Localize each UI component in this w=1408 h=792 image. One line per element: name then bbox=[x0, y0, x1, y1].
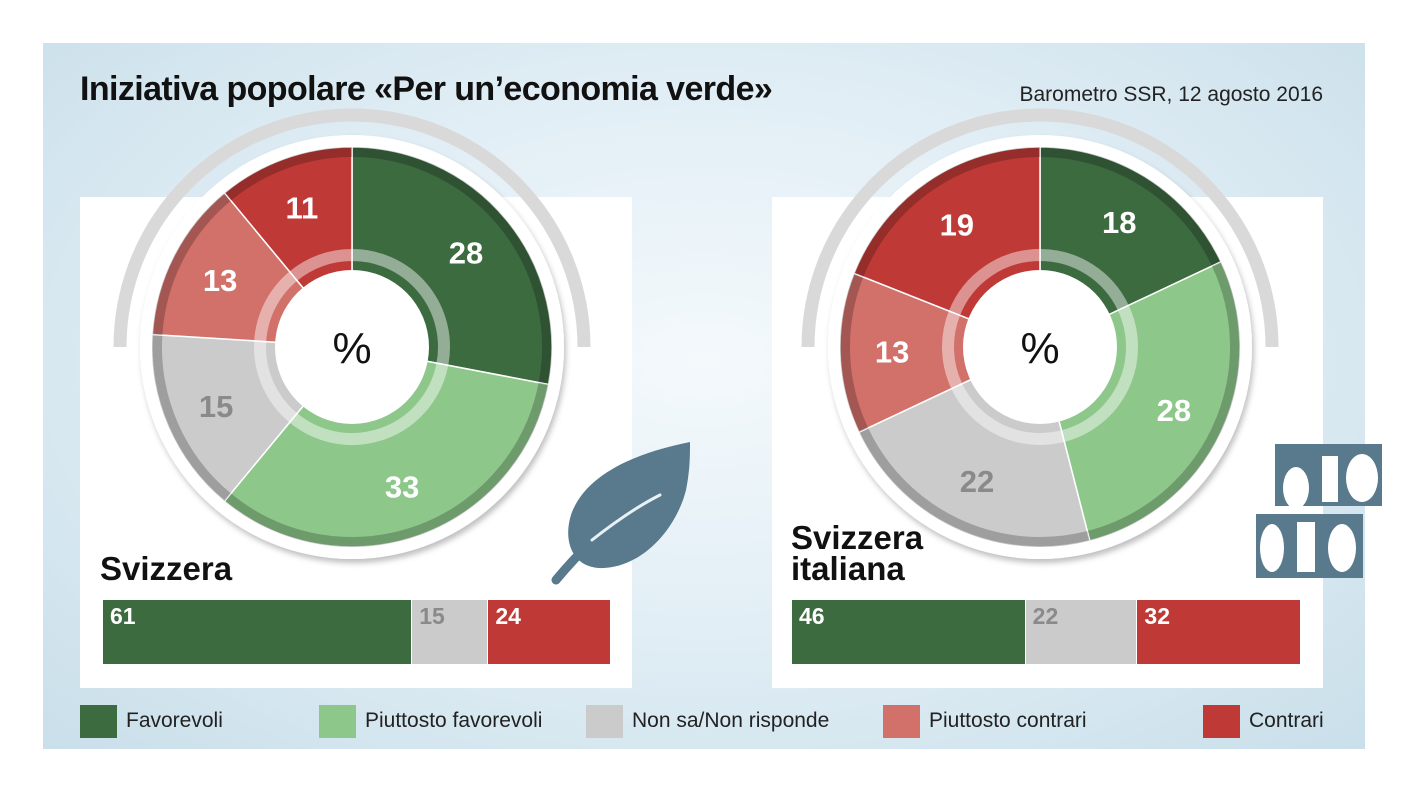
legend-label: Piuttosto favorevoli bbox=[365, 709, 543, 732]
slice-piuttosto-contrari-rim bbox=[152, 192, 231, 336]
unit-label: % bbox=[332, 324, 371, 373]
slice-value-label: 11 bbox=[285, 191, 318, 226]
legend-item-piuttosto-contrari: Piuttosto contrari bbox=[883, 704, 1087, 738]
chart-title: Iniziativa popolare «Per un’economia ver… bbox=[80, 70, 773, 108]
summary-bar-segment-non-sa-non-risponde: 15 bbox=[412, 600, 489, 664]
summary-bar-segment-favorevoli: 61 bbox=[103, 600, 413, 664]
legend-item-contrari: Contrari bbox=[1203, 704, 1324, 738]
legend-swatch bbox=[1203, 704, 1240, 738]
slice-value-label: 15 bbox=[199, 389, 233, 424]
slice-piuttosto-favorevoli-rim bbox=[1087, 261, 1240, 541]
slice-value-label: 33 bbox=[385, 469, 419, 504]
summary-bar-value: 15 bbox=[419, 603, 445, 629]
slice-piuttosto-contrari bbox=[839, 272, 1042, 434]
slice-non-sa-non-risponde-inner-band bbox=[254, 340, 298, 423]
region-label-svizzera-italiana: Svizzera italiana bbox=[791, 519, 924, 587]
summary-bar-svizzera-italiana: 46 22 32 bbox=[792, 600, 1300, 664]
slice-non-sa-non-risponde-rim bbox=[859, 427, 1090, 547]
summary-bar-svizzera: 61 15 24 bbox=[103, 600, 610, 664]
slice-piuttosto-contrari-rim bbox=[840, 273, 869, 433]
halo-arc bbox=[801, 108, 1279, 348]
slice-piuttosto-favorevoli bbox=[223, 346, 550, 548]
slice-favorevoli-inner-band bbox=[1039, 249, 1129, 311]
summary-bar-segment-non-sa-non-risponde: 22 bbox=[1025, 600, 1138, 664]
slice-piuttosto-contrari-inner-band bbox=[942, 310, 963, 389]
slice-contrari-rim bbox=[224, 147, 353, 201]
summary-bar-segment-contrari: 32 bbox=[1137, 600, 1300, 664]
summary-bar-value: 46 bbox=[799, 603, 825, 629]
slice-non-sa-non-risponde-inner-band bbox=[951, 383, 1065, 445]
slice-value-label: 28 bbox=[449, 236, 483, 271]
legend-swatch bbox=[883, 704, 920, 738]
legend-item-non-sa: Non sa/Non risponde bbox=[586, 704, 829, 738]
slice-value-label: 13 bbox=[875, 335, 909, 370]
donut-hole bbox=[963, 270, 1117, 424]
slice-piuttosto-favorevoli-rim bbox=[224, 382, 549, 547]
summary-bar-value: 61 bbox=[110, 603, 136, 629]
summary-bar-value: 32 bbox=[1144, 603, 1171, 629]
slice-non-sa-non-risponde-rim bbox=[152, 334, 231, 502]
slice-piuttosto-contrari-inner-band bbox=[254, 271, 298, 342]
summary-bar-segment-favorevoli: 46 bbox=[792, 600, 1026, 664]
slice-contrari-rim bbox=[854, 147, 1041, 278]
donut-hole bbox=[275, 270, 429, 424]
slice-value-label: 13 bbox=[203, 263, 237, 298]
summary-bar-segment-contrari: 24 bbox=[488, 600, 610, 664]
legend-label: Piuttosto contrari bbox=[929, 709, 1087, 732]
unit-label: % bbox=[1020, 324, 1059, 373]
summary-bar-value: 22 bbox=[1032, 603, 1059, 629]
slice-value-label: 18 bbox=[1102, 205, 1136, 240]
legend-label: Non sa/Non risponde bbox=[632, 709, 830, 732]
slice-favorevoli-inner-band bbox=[351, 249, 450, 366]
legend-swatch bbox=[80, 704, 117, 738]
donut-chart-svizzera-italiana: 18 28 22 13 19% bbox=[801, 108, 1279, 559]
slice-value-label: 28 bbox=[1157, 393, 1191, 428]
chart-source: Barometro SSR, 12 agosto 2016 bbox=[1019, 83, 1323, 106]
slice-value-label: 22 bbox=[960, 464, 994, 499]
legend-label: Contrari bbox=[1249, 709, 1324, 732]
donut-chart-svizzera: 28 33 15 13 11% bbox=[113, 108, 591, 559]
slice-contrari-inner-band bbox=[948, 249, 1041, 316]
slice-value-label: 19 bbox=[940, 208, 974, 243]
slice-piuttosto-favorevoli-inner-band bbox=[1061, 305, 1138, 442]
legend-label: Favorevoli bbox=[126, 709, 223, 732]
slice-favorevoli-rim bbox=[1039, 147, 1221, 267]
halo-arc bbox=[113, 108, 591, 348]
slice-favorevoli-rim bbox=[351, 147, 552, 385]
region-label-svizzera: Svizzera bbox=[100, 550, 233, 587]
slice-contrari-inner-band bbox=[289, 249, 353, 281]
legend-swatch bbox=[319, 704, 356, 738]
summary-bar-value: 24 bbox=[495, 603, 521, 629]
leaf-icon bbox=[551, 442, 690, 585]
legend-swatch bbox=[586, 704, 623, 738]
legend-item-favorevoli: Favorevoli bbox=[80, 704, 223, 738]
tv-ssr-logo-icon bbox=[1256, 444, 1382, 578]
slice-piuttosto-favorevoli-inner-band bbox=[289, 363, 449, 445]
legend-item-piuttosto-favorevoli: Piuttosto favorevoli bbox=[319, 704, 542, 738]
